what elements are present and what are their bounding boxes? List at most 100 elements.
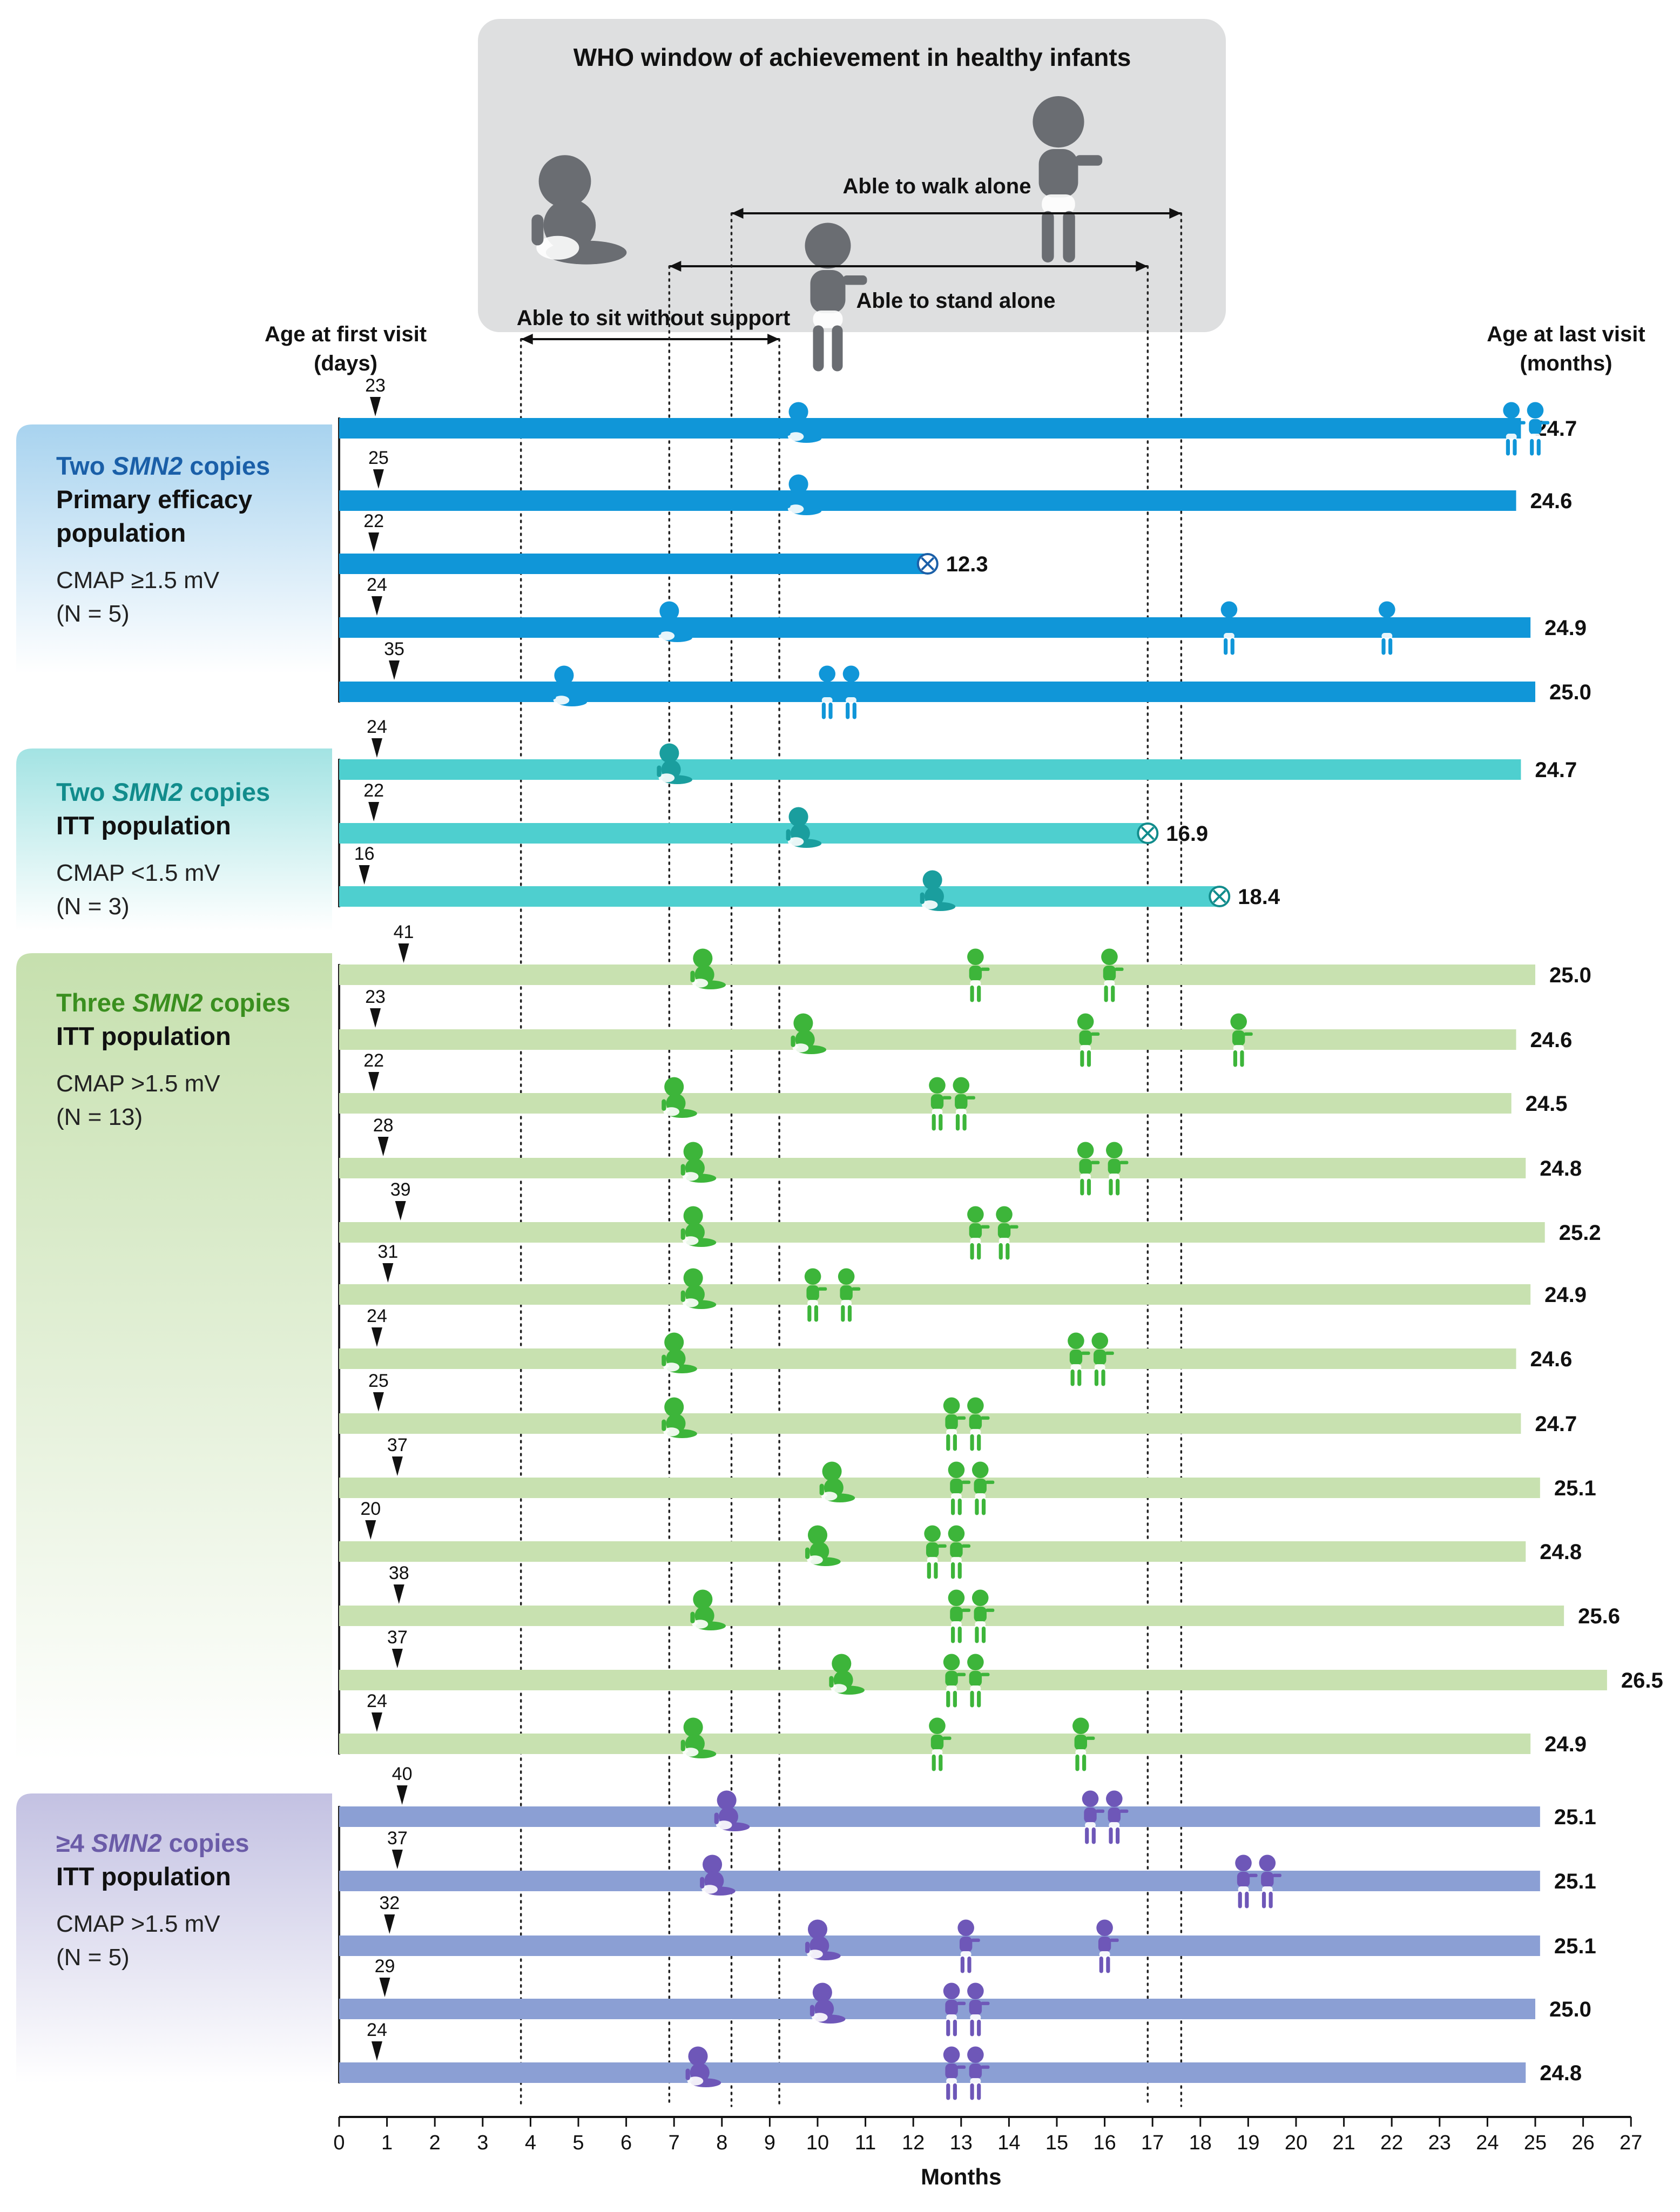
x-axis-tick-label: 7 — [669, 2132, 680, 2154]
panel-backgrounds — [16, 417, 340, 2083]
first-visit-marker — [371, 596, 382, 616]
infant-row: 25 24.7 — [339, 1371, 1577, 1451]
infant-row: 37 25.1 — [339, 1828, 1596, 1908]
first-visit-label: 22 — [363, 511, 384, 531]
walk-milestone-icon — [1230, 1013, 1253, 1067]
infant-bar — [339, 617, 1531, 638]
panel-n: (N = 5) — [56, 1944, 130, 1971]
first-visit-marker — [371, 1712, 382, 1732]
sit-milestone-icon — [791, 1013, 827, 1054]
sit-milestone-icon — [680, 1206, 717, 1247]
x-axis-tick-label: 11 — [855, 2132, 876, 2154]
infant-bar — [339, 759, 1521, 780]
x-axis-tick-label: 26 — [1571, 2132, 1594, 2154]
sit-milestone-icon — [680, 1268, 717, 1309]
first-visit-marker — [359, 865, 370, 885]
first-visit-label: 39 — [390, 1179, 411, 1200]
sit-milestone-icon — [920, 870, 956, 911]
infant-bar — [339, 2062, 1526, 2083]
sit-milestone-icon — [714, 1790, 750, 1831]
right-column-header: Age at last visit (months) — [1458, 320, 1674, 378]
x-axis: 0 1 2 3 4 5 6 7 8 9 10 11 12 13 14 15 16 17 18 19 20 21 22 23 24… — [333, 2116, 1642, 2189]
panel-title-pre: ≥4 — [56, 1829, 91, 1857]
sit-milestone-icon — [805, 1525, 841, 1566]
first-visit-marker — [384, 1914, 395, 1934]
walk-milestone-icon — [967, 1654, 990, 1708]
first-visit-label: 23 — [365, 987, 386, 1007]
stand-milestone-icon — [957, 1919, 980, 1973]
panel-population: ITT population — [56, 811, 231, 840]
sit-milestone-icon — [662, 1077, 697, 1118]
sit-milestone-icon — [690, 1589, 726, 1630]
first-visit-label: 37 — [387, 1828, 408, 1849]
who-milestone-label-1: Able to stand alone — [856, 289, 1056, 313]
first-visit-marker — [373, 1392, 384, 1412]
last-visit-label: 24.6 — [1530, 1347, 1573, 1371]
first-visit-marker — [392, 1850, 403, 1869]
x-axis-tick-label: 4 — [525, 2132, 536, 2154]
first-visit-label: 40 — [392, 1764, 413, 1784]
x-axis-tick-label: 12 — [902, 2132, 925, 2154]
infant-row: 39 25.2 — [339, 1179, 1601, 1260]
left-column-header: Age at first visit (days) — [238, 320, 454, 378]
first-visit-marker — [398, 943, 409, 963]
stand-milestone-icon — [1503, 402, 1526, 456]
stand-milestone-icon — [1077, 1142, 1100, 1196]
panel-label-four: ≥4 SMN2 copies ITT population CMAP >1.5 … — [56, 1826, 337, 1974]
sit-milestone-icon — [805, 1919, 841, 1960]
last-visit-label: 24.9 — [1544, 1283, 1587, 1307]
last-visit-label: 24.8 — [1540, 1540, 1582, 1564]
x-axis-tick-label: 13 — [950, 2132, 973, 2154]
first-visit-marker — [370, 1008, 381, 1028]
walk-milestone-icon — [842, 665, 866, 719]
x-axis-tick-label: 1 — [381, 2132, 393, 2154]
walk-milestone-icon — [1096, 1919, 1119, 1973]
panel-population: ITT population — [56, 1862, 231, 1891]
x-axis-title: Months — [921, 2164, 1001, 2189]
stand-milestone-icon — [929, 1717, 952, 1771]
walk-milestone-icon — [1072, 1717, 1095, 1771]
panel-title: Two SMN2 copies — [56, 449, 337, 483]
first-visit-label: 31 — [377, 1242, 398, 1262]
panel-cmap: CMAP ≥1.5 mV — [56, 567, 220, 594]
walk-milestone-icon — [967, 2046, 990, 2100]
x-axis-tick-label: 2 — [429, 2132, 441, 2154]
stand-milestone-icon — [943, 1982, 966, 2036]
panel-title: ≥4 SMN2 copies — [56, 1826, 337, 1860]
stand-milestone-icon — [924, 1525, 947, 1579]
infant-bar — [339, 1222, 1545, 1243]
stand-milestone-icon — [1379, 601, 1401, 655]
discontinued-cross — [1141, 826, 1155, 840]
first-visit-label: 22 — [363, 780, 384, 801]
walk-milestone-icon — [1101, 948, 1124, 1002]
stand-milestone-icon — [1220, 601, 1244, 655]
x-axis-tick-label: 6 — [620, 2132, 632, 2154]
infant-bar — [339, 1284, 1531, 1305]
x-axis-tick-label: 23 — [1428, 2132, 1451, 2154]
first-visit-marker — [371, 738, 382, 758]
walk-milestone-icon — [1106, 1142, 1129, 1196]
first-visit-marker — [396, 1785, 408, 1805]
infant-row: 23 24.7 — [339, 375, 1577, 456]
panel-title-gene: SMN2 — [112, 451, 183, 480]
first-visit-label: 37 — [387, 1627, 408, 1648]
panel-cmap: CMAP >1.5 mV — [56, 1070, 220, 1097]
walk-milestone-icon — [953, 1077, 975, 1131]
first-visit-label: 29 — [375, 1956, 395, 1977]
infant-row: 28 24.8 — [339, 1115, 1582, 1196]
walk-milestone-icon — [1091, 1332, 1114, 1386]
panel-title-pre: Three — [56, 988, 133, 1017]
first-visit-label: 25 — [368, 448, 389, 468]
panel-population: ITT population — [56, 1022, 231, 1050]
infant-bar — [339, 886, 1220, 907]
last-visit-label: 16.9 — [1166, 822, 1208, 846]
infant-row: 40 25.1 — [339, 1764, 1596, 1844]
sit-milestone-icon — [809, 1982, 846, 2024]
first-visit-marker — [368, 532, 380, 552]
infant-bar — [339, 1999, 1535, 2019]
walk-milestone-icon — [967, 1397, 990, 1451]
stand-milestone-icon — [1077, 1013, 1100, 1067]
last-visit-label: 24.8 — [1540, 1157, 1582, 1181]
x-axis-tick-label: 27 — [1620, 2132, 1642, 2154]
